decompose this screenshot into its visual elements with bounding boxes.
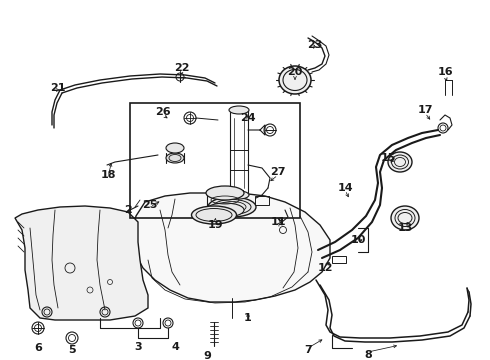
Text: 14: 14 (337, 183, 353, 193)
Text: 12: 12 (317, 263, 333, 273)
Text: 26: 26 (155, 107, 171, 117)
Ellipse shape (206, 186, 244, 200)
Text: 21: 21 (50, 83, 66, 93)
Ellipse shape (279, 66, 311, 94)
Text: 18: 18 (100, 170, 116, 180)
Bar (130, 103, 300, 218)
Ellipse shape (229, 106, 249, 114)
Text: 5: 5 (68, 345, 76, 355)
Ellipse shape (208, 197, 256, 217)
Bar (332, 256, 346, 263)
Text: 22: 22 (174, 63, 190, 73)
Ellipse shape (391, 206, 419, 230)
Ellipse shape (192, 206, 237, 224)
Text: 15: 15 (380, 153, 396, 163)
Text: 10: 10 (350, 235, 366, 245)
Text: 24: 24 (240, 113, 256, 123)
Polygon shape (133, 193, 330, 302)
Ellipse shape (166, 143, 184, 153)
Text: 2: 2 (124, 205, 132, 215)
Text: 8: 8 (364, 350, 372, 360)
Text: 20: 20 (287, 67, 303, 77)
Text: 9: 9 (203, 351, 211, 360)
Text: 27: 27 (270, 167, 286, 177)
Ellipse shape (166, 153, 184, 163)
Text: 3: 3 (134, 342, 142, 352)
Text: 19: 19 (207, 220, 223, 230)
Polygon shape (15, 206, 148, 320)
Text: 4: 4 (171, 342, 179, 352)
Bar (255, 196, 269, 205)
Text: 16: 16 (437, 67, 453, 77)
Text: 1: 1 (244, 313, 252, 323)
Text: 25: 25 (142, 200, 158, 210)
Text: 17: 17 (417, 105, 433, 115)
Text: 11: 11 (270, 217, 286, 227)
Ellipse shape (229, 191, 249, 199)
Text: 23: 23 (307, 40, 323, 50)
Text: 13: 13 (397, 223, 413, 233)
Ellipse shape (206, 203, 244, 217)
Text: 7: 7 (304, 345, 312, 355)
Text: 6: 6 (34, 343, 42, 353)
Ellipse shape (388, 152, 412, 172)
